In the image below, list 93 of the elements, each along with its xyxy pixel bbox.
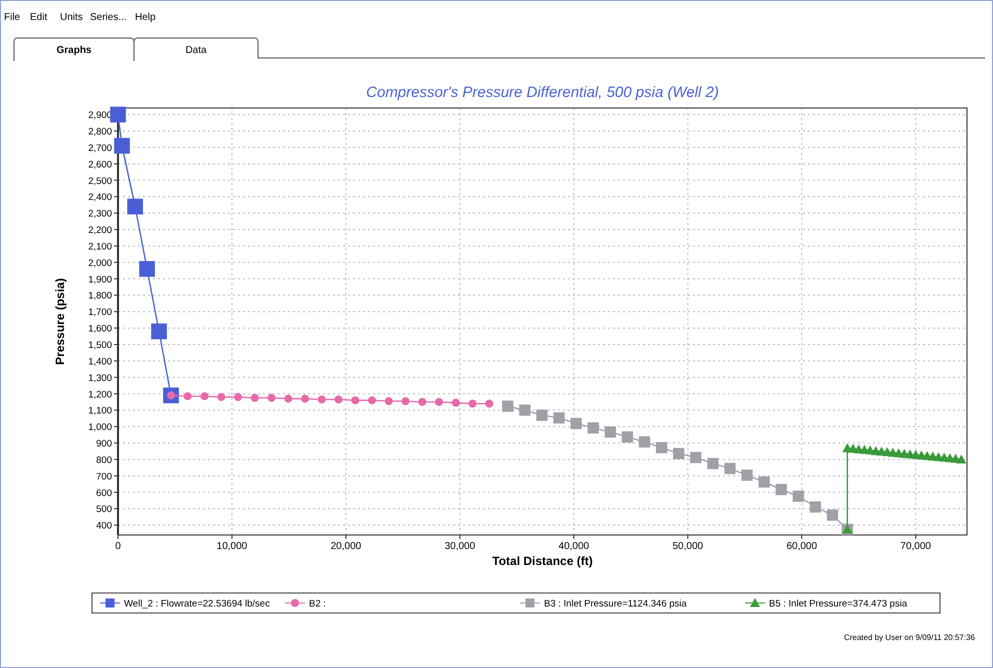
y-tick-label: 2,700	[88, 142, 112, 154]
point	[502, 400, 514, 412]
point	[724, 462, 736, 474]
text: Units	[60, 12, 83, 23]
y-tick-label: 2,200	[88, 225, 112, 236]
point	[268, 394, 276, 402]
point	[114, 138, 130, 154]
y-tick-label: 2,800	[88, 126, 112, 138]
text: Data	[185, 45, 207, 56]
point	[553, 412, 565, 424]
y-tick-label: 1,000	[88, 422, 112, 434]
y-tick-label: 1,300	[88, 372, 112, 384]
y-tick-label: 800	[96, 454, 112, 466]
text: Help	[135, 12, 156, 23]
point	[418, 398, 426, 406]
x-tick-label: 10,000	[216, 541, 248, 552]
point	[151, 323, 167, 340]
y-tick-label: 600	[96, 488, 112, 499]
y-tick-label: 400	[96, 520, 112, 532]
point	[673, 448, 684, 460]
point	[792, 490, 804, 502]
y-tick-label: 1,500	[88, 340, 112, 351]
point	[234, 393, 242, 402]
x-tick-label: 50,000	[672, 541, 704, 552]
point	[776, 484, 787, 496]
point	[570, 418, 582, 430]
point	[826, 510, 838, 521]
point	[301, 394, 310, 403]
text: File	[4, 12, 21, 23]
point	[485, 400, 494, 408]
x-tick-label: 20,000	[330, 541, 362, 552]
y-tick-label: 2,400	[88, 192, 112, 204]
point	[622, 431, 634, 443]
y-tick-label: 1,200	[88, 389, 112, 400]
y-tick-label: 1,400	[88, 356, 112, 368]
y-axis-title: Pressure (psia)	[53, 278, 67, 365]
y-tick-label: 2,000	[88, 258, 112, 269]
legend-label: B3 : Inlet Pressure=1124.346 psia	[544, 598, 688, 610]
point	[402, 397, 410, 406]
point	[200, 392, 208, 400]
chart-title: Compressor's Pressure Differential, 500 psia (Well 2)	[366, 84, 719, 101]
legend-label: B2 :	[309, 598, 326, 610]
y-tick-label: 2,300	[88, 208, 112, 220]
point	[435, 398, 444, 406]
point	[334, 396, 343, 404]
y-tick-label: 2,500	[88, 176, 112, 187]
point	[690, 452, 702, 464]
y-tick-label: 2,600	[88, 159, 112, 170]
point	[217, 393, 226, 402]
point	[536, 410, 548, 421]
legend-label: Well_2 : Flowrate=22.53694 lb/sec	[124, 598, 270, 610]
text: Created by User on 9/09/11 20:57:36	[844, 633, 976, 642]
y-tick-label: 1,100	[88, 406, 112, 417]
point	[956, 454, 966, 464]
point	[250, 394, 259, 402]
point	[810, 501, 822, 513]
y-tick-label: 1,900	[88, 274, 112, 286]
point	[110, 106, 126, 122]
y-tick-label: 700	[96, 471, 112, 482]
point	[127, 198, 143, 214]
point	[318, 396, 326, 404]
x-tick-label: 40,000	[558, 541, 590, 552]
x-tick-label: 70,000	[900, 541, 932, 552]
point	[384, 397, 393, 406]
y-tick-label: 2,100	[88, 241, 112, 252]
point	[638, 436, 650, 448]
x-axis-title: Total Distance (ft)	[492, 554, 593, 568]
point	[604, 426, 616, 438]
point	[519, 404, 530, 416]
point	[741, 470, 753, 481]
y-tick-label: 1,700	[88, 307, 112, 318]
x-tick-label: 0	[115, 541, 122, 552]
point	[139, 261, 155, 277]
y-tick-label: 1,600	[88, 324, 112, 335]
point	[707, 458, 718, 470]
x-tick-label: 60,000	[786, 541, 818, 552]
point	[758, 476, 770, 488]
x-tick-label: 30,000	[444, 541, 476, 552]
point	[468, 400, 477, 408]
y-tick-label: 900	[96, 438, 112, 450]
text: Edit	[30, 12, 48, 23]
y-tick-label: 1,800	[88, 290, 112, 302]
point	[368, 396, 376, 404]
point	[284, 394, 292, 403]
point	[588, 422, 599, 434]
point	[656, 442, 668, 454]
y-tick-label: 500	[96, 504, 112, 516]
point	[351, 396, 360, 404]
point	[184, 392, 192, 400]
text: Graphs	[56, 45, 92, 56]
legend-label: B5 : Inlet Pressure=374.473 psia	[769, 598, 908, 610]
text: Series...	[90, 12, 127, 23]
point	[452, 398, 460, 407]
